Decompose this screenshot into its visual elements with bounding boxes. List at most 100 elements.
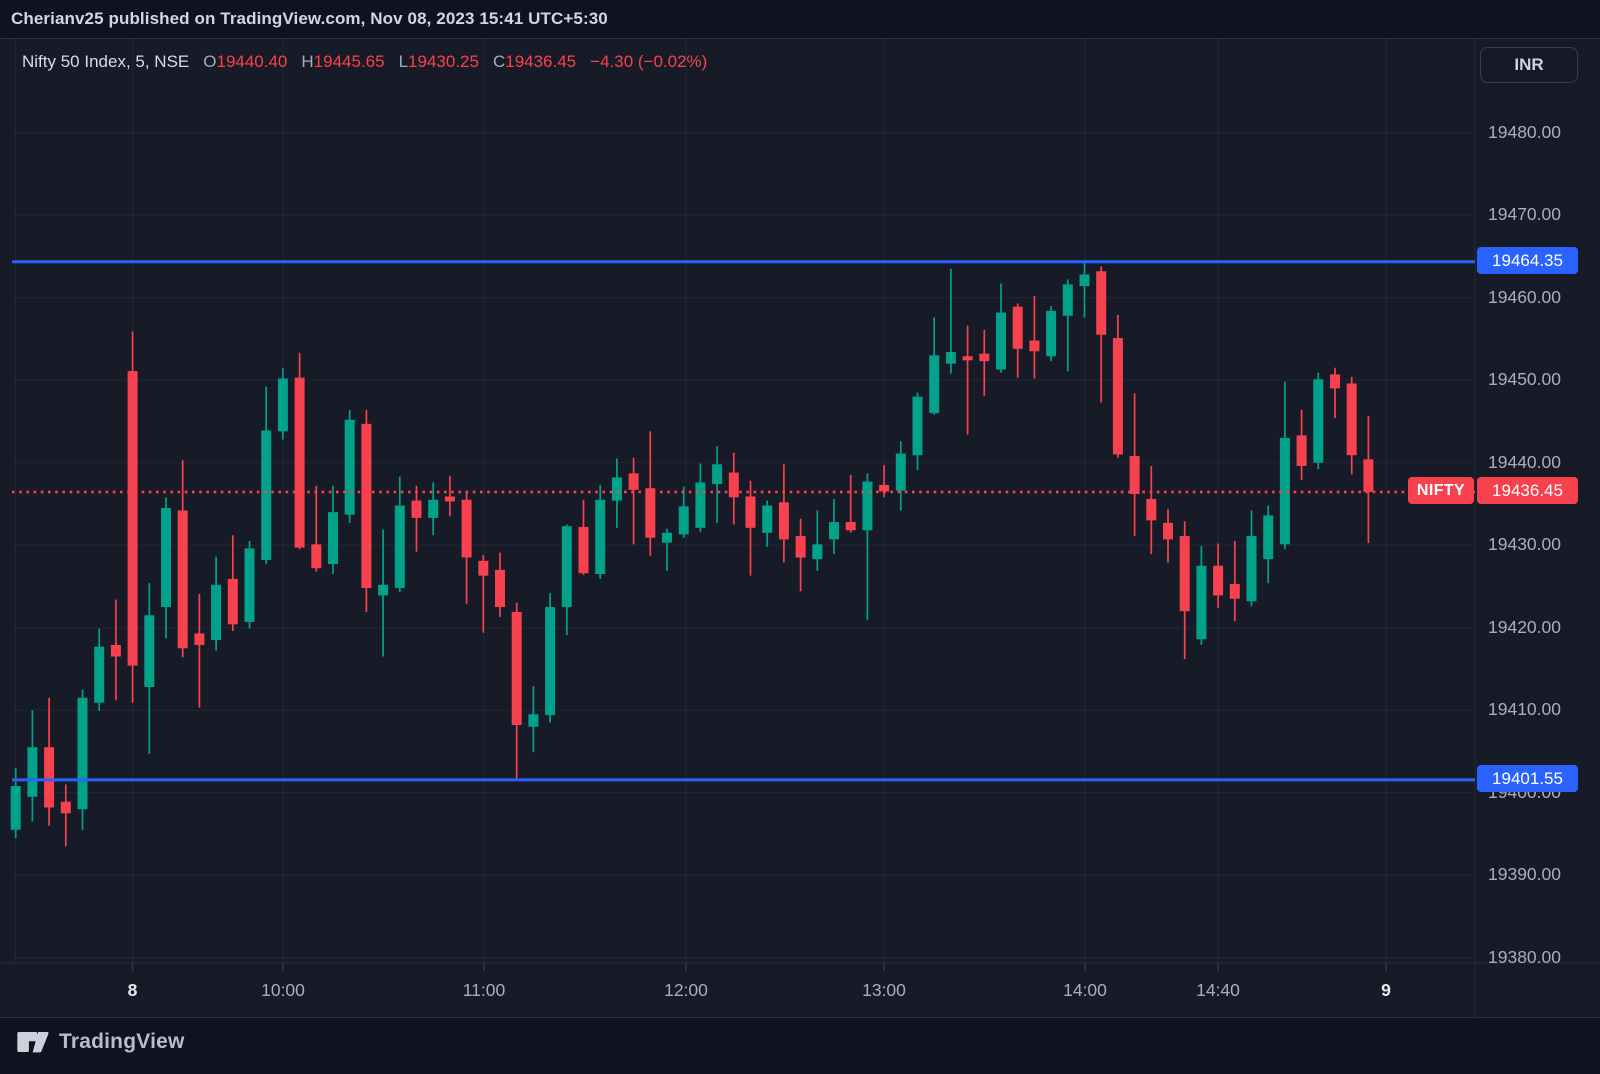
candle-body [1263, 515, 1274, 560]
candle-body [745, 496, 756, 528]
tradingview-wordmark: TradingView [59, 1030, 185, 1053]
lower-level-price-label: 19401.55 [1477, 765, 1578, 793]
candle-body [1163, 522, 1173, 540]
last-price-label: 19436.45 [1477, 477, 1578, 505]
chart-panel [0, 38, 1600, 1019]
legend-change: −4.30 (−0.02%) [590, 52, 708, 71]
tradingview-logo-icon [15, 1031, 49, 1053]
time-tick-label: 8 [127, 980, 138, 1000]
candle-body [444, 496, 455, 502]
candle-body [561, 526, 572, 608]
candle-body [378, 584, 389, 596]
time-tick-label: 11:00 [462, 980, 506, 1000]
candle-body [845, 522, 856, 531]
candle-body [528, 714, 539, 727]
candle-body [812, 544, 823, 560]
upper-level-price-label: 19464.35 [1477, 247, 1578, 275]
candle-body [1129, 456, 1140, 494]
time-tick-label: 9 [1381, 980, 1391, 1000]
candle-body [227, 578, 238, 625]
symbol-legend: Nifty 50 Index, 5, NSE O19440.40 H19445.… [22, 52, 707, 72]
candle-body [1296, 435, 1307, 466]
candle-body [144, 615, 155, 688]
candle-body [27, 747, 38, 797]
candle-body [428, 499, 439, 518]
tradingview-watermark[interactable]: TradingView [15, 1027, 185, 1057]
candle-body [979, 353, 990, 362]
legend-low: L19430.25 [398, 52, 479, 71]
candle-body [394, 505, 405, 589]
candle-body [1029, 340, 1040, 352]
candle-body [795, 536, 806, 558]
time-tick-label: 14:40 [1196, 980, 1240, 1000]
candle-body [728, 472, 739, 498]
price-tick-label: 19450.00 [1488, 369, 1561, 390]
candle-body [328, 512, 338, 565]
time-tick-label: 13:00 [862, 980, 906, 1000]
price-tick-label: 19470.00 [1488, 204, 1561, 225]
candle-body [161, 508, 171, 608]
candle-body [511, 611, 522, 725]
candle-body [879, 484, 890, 492]
candle-body [495, 569, 505, 608]
candle-body [411, 500, 422, 518]
candle-body [1112, 338, 1123, 455]
candle-body [762, 505, 773, 533]
candle-body [662, 532, 672, 543]
candle-body [211, 584, 222, 641]
legend-open: O19440.40 [203, 52, 288, 71]
candle-body [1246, 536, 1257, 602]
candle-body [60, 801, 71, 814]
price-tick-label: 19440.00 [1488, 451, 1561, 472]
candle-body [945, 352, 956, 364]
symbol-title[interactable]: Nifty 50 Index, 5, NSE [22, 52, 190, 71]
candle-body [1313, 379, 1324, 463]
published-line: Cherianv25 published on TradingView.com,… [11, 9, 608, 28]
candle-body [1179, 536, 1190, 612]
candle-body [177, 510, 188, 649]
candle-body [361, 423, 372, 589]
price-tick-label: 19380.00 [1488, 946, 1561, 967]
candle-body [712, 464, 723, 485]
candle-body [578, 526, 589, 574]
candle-body [277, 378, 288, 432]
candle-body [311, 544, 322, 569]
candle-body [1196, 565, 1207, 640]
candle-body [862, 481, 873, 531]
candle-body [478, 560, 489, 576]
time-tick-label: 10:00 [261, 980, 305, 1000]
candlestick-chart[interactable] [0, 39, 1600, 1019]
candle-body [962, 356, 973, 361]
candle-body [1079, 274, 1090, 287]
candle-body [678, 506, 689, 535]
candle-body [611, 477, 622, 501]
candle-body [1046, 310, 1057, 357]
candle-body [929, 355, 940, 414]
candle-body [1213, 565, 1224, 596]
candle-body [1346, 383, 1357, 456]
price-tick-label: 19410.00 [1488, 699, 1561, 720]
candle-body [1146, 498, 1157, 521]
candle-body [595, 499, 606, 575]
legend-high: H19445.65 [301, 52, 385, 71]
candle-body [829, 522, 839, 540]
candle-body [94, 646, 105, 703]
candle-body [778, 502, 789, 540]
candle-body [1096, 271, 1107, 335]
candle-body [895, 453, 906, 491]
candle-body [695, 482, 706, 528]
candle-body [545, 607, 556, 716]
price-tick-label: 19460.00 [1488, 286, 1561, 307]
candle-body [344, 419, 355, 515]
last-price-symbol-tag: NIFTY [1408, 477, 1474, 505]
candle-body [1012, 306, 1023, 349]
published-bar: Cherianv25 published on TradingView.com,… [0, 0, 1600, 38]
candle-body [244, 548, 255, 622]
candle-body [1330, 374, 1340, 389]
currency-button[interactable]: INR [1480, 47, 1578, 83]
candle-body [77, 697, 88, 810]
time-tick-label: 12:00 [664, 980, 708, 1000]
time-tick-label: 14:00 [1063, 980, 1107, 1000]
legend-close: C19436.45 [492, 52, 577, 71]
